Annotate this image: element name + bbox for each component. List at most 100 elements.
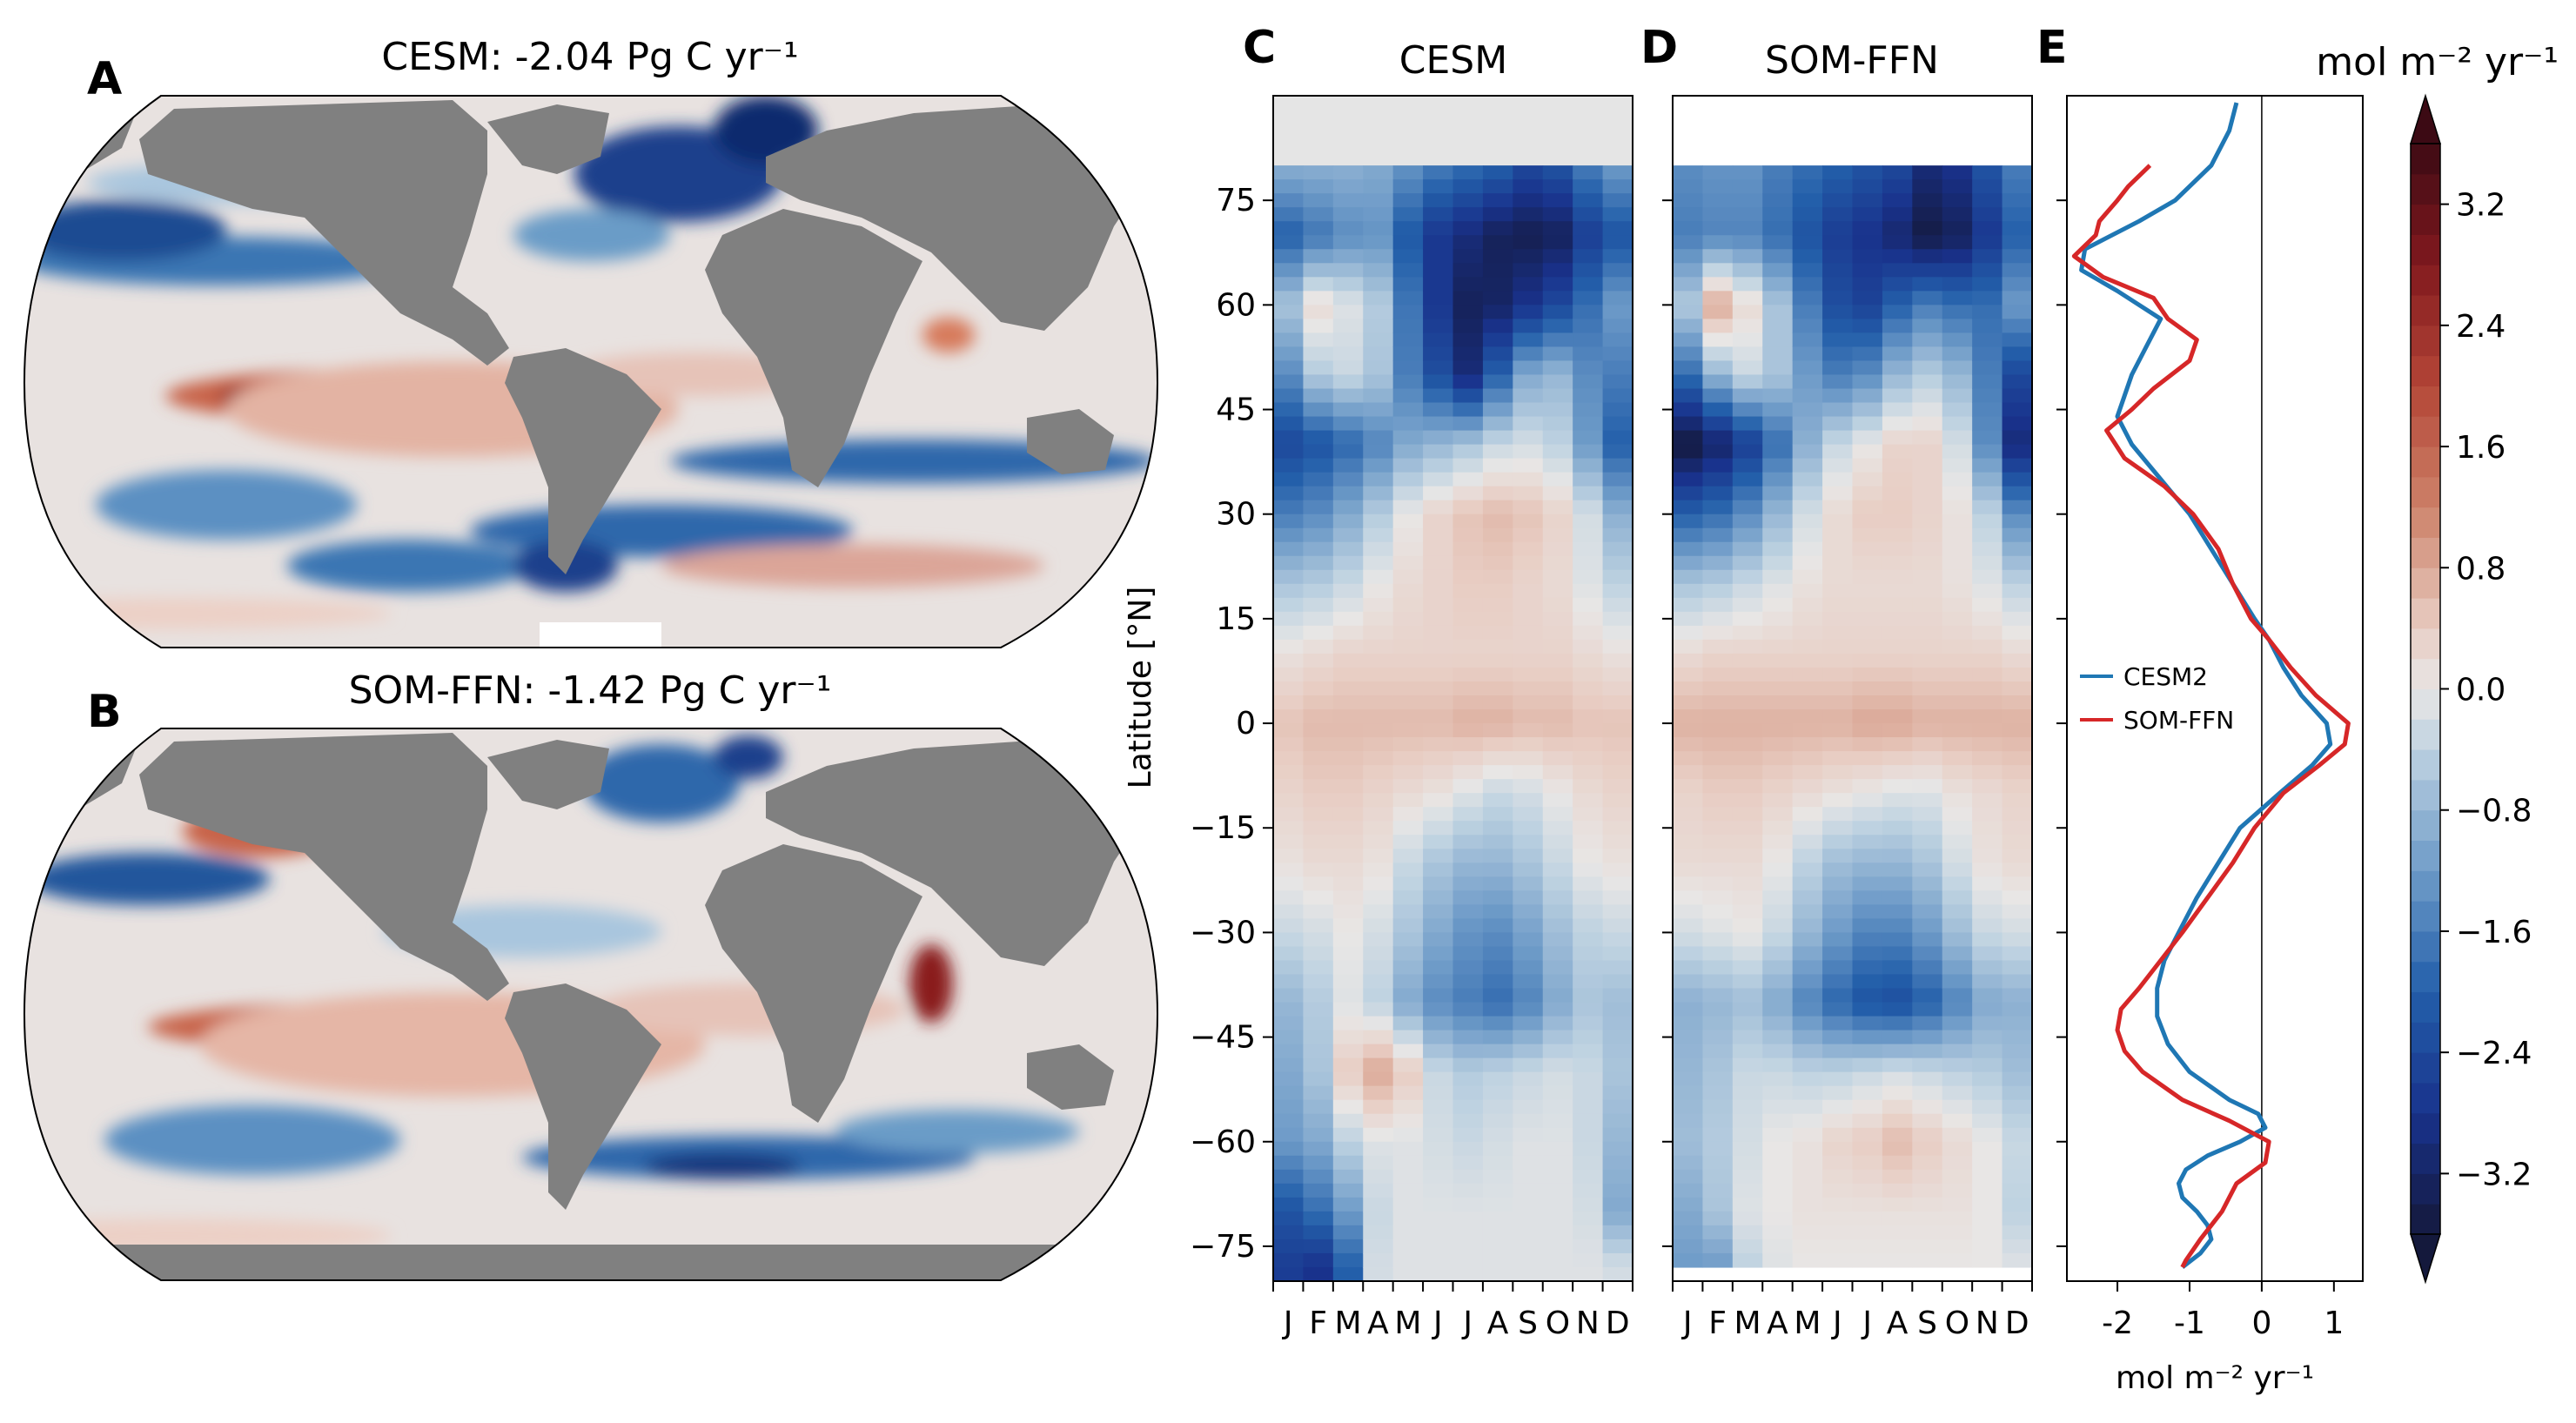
heat-cell [1513, 737, 1544, 752]
heat-cell [1423, 904, 1454, 919]
heat-cell [1942, 1057, 1973, 1073]
heat-cell [1452, 221, 1484, 236]
heat-cell [1702, 360, 1734, 376]
heat-cell [1792, 583, 1823, 599]
heat-cell [1972, 1197, 2003, 1212]
heat-cell [1542, 472, 1573, 487]
panel-a-label: A [87, 53, 122, 105]
heat-cell [1602, 388, 1633, 404]
heat-cell [1573, 249, 1604, 264]
heat-cell [1482, 193, 1513, 208]
heat-cell [1732, 821, 1763, 836]
heat-cell [1392, 360, 1424, 376]
heat-cell [1972, 207, 2003, 222]
heat-cell [1303, 416, 1334, 432]
heat-cell [1542, 207, 1573, 222]
heat-cell [1732, 1197, 1763, 1212]
heat-cell [1332, 918, 1364, 934]
heat-cell [1363, 723, 1394, 738]
heat-cell [1792, 709, 1823, 724]
x-tick-label: D [2005, 1306, 2029, 1341]
heat-cell [1972, 1030, 2003, 1045]
heat-cell [1542, 1016, 1573, 1031]
heat-cell [1273, 821, 1305, 836]
heat-cell [1573, 1085, 1604, 1101]
heat-cell [1702, 235, 1734, 250]
heat-cell [1702, 1030, 1734, 1045]
heat-cell [1762, 472, 1794, 487]
x-tick-label: S [1917, 1306, 1937, 1341]
heat-cell [1822, 486, 1854, 501]
heat-cell [1452, 695, 1484, 710]
heat-cell [2002, 472, 2032, 487]
heat-cell [1912, 835, 1943, 849]
heat-cell [1363, 849, 1394, 863]
heat-cell [1702, 513, 1734, 529]
heat-cell [1673, 1113, 1704, 1129]
heat-cell [1852, 472, 1883, 487]
heat-cell [1332, 1155, 1364, 1171]
heat-cell [1732, 249, 1763, 264]
heat-cell [1852, 277, 1883, 292]
heat-cell [1673, 988, 1704, 1003]
heat-cell [1602, 1238, 1633, 1254]
panel-a: A CESM: -2.04 Pg C yr⁻¹ [23, 35, 1159, 648]
heat-cell [1912, 988, 1943, 1003]
heat-cell [1303, 667, 1334, 682]
heat-cell [1852, 751, 1883, 766]
heat-cell [1482, 821, 1513, 836]
heat-cell [1363, 1155, 1394, 1171]
heat-cell [1822, 1197, 1854, 1212]
heat-cell [1673, 1155, 1704, 1171]
heat-cell [1273, 486, 1305, 501]
heat-cell [1332, 235, 1364, 250]
heat-cell [1852, 583, 1883, 599]
colorbar-segment [2411, 870, 2440, 902]
heat-cell [1452, 1155, 1484, 1171]
heat-cell [1423, 597, 1454, 613]
heat-cell [1673, 667, 1704, 682]
heat-cell [1972, 1113, 2003, 1129]
heat-cell [1882, 876, 1913, 891]
colorbar-segment [2411, 537, 2440, 568]
heat-cell [1303, 1252, 1334, 1268]
heat-cell [1732, 932, 1763, 948]
heat-cell [1972, 639, 2003, 654]
heat-cell [1303, 1002, 1334, 1017]
heat-cell [1423, 681, 1454, 696]
colorbar-segment [2411, 476, 2440, 508]
heat-cell [1882, 737, 1913, 752]
heat-cell [1942, 360, 1973, 376]
heat-cell [1602, 305, 1633, 319]
heat-cell [1332, 1071, 1364, 1087]
heat-cell [1452, 165, 1484, 180]
heat-cell [1452, 500, 1484, 515]
heat-cell [1513, 1197, 1544, 1212]
heat-cell [1332, 277, 1364, 292]
heat-cell [1363, 277, 1394, 292]
heat-cell [1732, 179, 1763, 194]
colorbar-segment [2411, 688, 2440, 720]
heat-cell [1452, 667, 1484, 682]
heat-cell [1392, 974, 1424, 990]
heat-cell [1972, 527, 2003, 543]
heat-cell [1732, 639, 1763, 654]
heat-cell [1423, 695, 1454, 710]
heat-cell [1912, 458, 1943, 473]
y-tick-label: 0 [1236, 706, 1256, 742]
heat-cell [1273, 1127, 1305, 1143]
heat-cell [1972, 737, 2003, 752]
heat-cell [1513, 416, 1544, 432]
heat-cell [1702, 653, 1734, 668]
heat-cell [2002, 904, 2032, 919]
heat-cell [1972, 221, 2003, 236]
colorbar-segment [2411, 265, 2440, 296]
heat-cell [1542, 1057, 1573, 1073]
heat-cell [1573, 583, 1604, 599]
panel-e-label: E [2036, 22, 2068, 74]
heat-cell [1452, 793, 1484, 808]
heat-cell [1702, 1085, 1734, 1101]
heat-cell [1573, 486, 1604, 501]
colorbar-segment [2411, 1112, 2440, 1144]
